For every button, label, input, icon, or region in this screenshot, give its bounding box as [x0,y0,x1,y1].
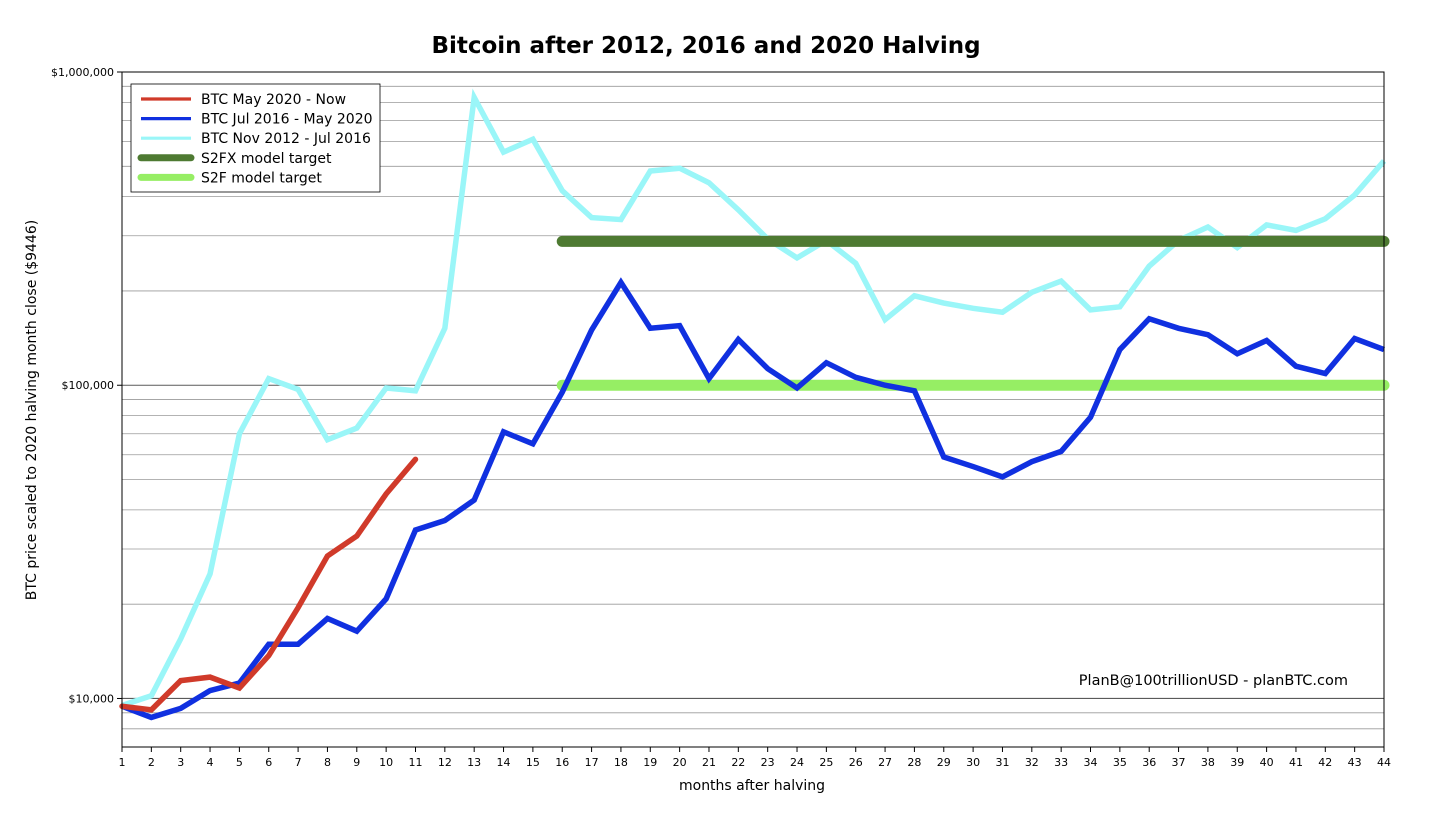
x-tick-label: 7 [295,756,302,769]
legend-label: BTC Jul 2016 - May 2020 [201,112,373,128]
x-tick-label: 39 [1230,756,1244,769]
x-tick-label: 42 [1318,756,1332,769]
x-tick-label: 38 [1201,756,1215,769]
x-tick-label: 31 [995,756,1009,769]
x-tick-label: 4 [207,756,214,769]
x-tick-label: 36 [1142,756,1156,769]
x-axis-label: months after halving [679,778,825,794]
x-tick-label: 2 [148,756,155,769]
x-tick-label: 37 [1172,756,1186,769]
x-tick-label: 5 [236,756,243,769]
x-tick-label: 17 [585,756,599,769]
x-tick-label: 22 [731,756,745,769]
x-tick-label: 25 [819,756,833,769]
x-tick-label: 35 [1113,756,1127,769]
y-tick-label: $10,000 [69,692,115,705]
chart-title: Bitcoin after 2012, 2016 and 2020 Halvin… [431,33,980,59]
x-tick-label: 15 [526,756,540,769]
x-tick-label: 29 [937,756,951,769]
x-axis-ticks: 1 2 3 4 5 6 7 8 9 10 11 12 13 14 15 16 17 18 19 20 21 22 23 24 2… [119,747,1391,769]
legend-label: BTC Nov 2012 - Jul 2016 [201,131,371,147]
legend-entry-btc-2020: BTC May 2020 - Now [141,92,346,108]
plot-frame [121,71,1385,748]
x-tick-label: 1 [119,756,126,769]
legend-label: S2FX model target [201,151,332,167]
x-tick-label: 8 [324,756,331,769]
legend-entry-s2f: S2F model target [137,170,322,186]
x-tick-label: 44 [1377,756,1391,769]
x-tick-label: 3 [177,756,184,769]
legend: BTC May 2020 - Now BTC Jul 2016 - May 202… [130,83,381,193]
y-axis-label: BTC price scaled to 2020 halving month c… [24,220,40,600]
x-tick-label: 32 [1025,756,1039,769]
legend-entry-btc-2012: BTC Nov 2012 - Jul 2016 [141,131,371,147]
x-tick-label: 41 [1289,756,1303,769]
x-tick-label: 6 [265,756,272,769]
legend-label: S2F model target [201,170,322,186]
x-tick-label: 18 [614,756,628,769]
series-btc-2016-line [121,277,1385,721]
x-tick-label: 13 [467,756,481,769]
x-tick-label: 24 [790,756,804,769]
x-tick-label: 10 [379,756,393,769]
series-lines [119,88,1390,721]
x-tick-label: 40 [1260,756,1274,769]
x-tick-label: 27 [878,756,892,769]
x-tick-label: 21 [702,756,716,769]
x-tick-label: 33 [1054,756,1068,769]
x-tick-label: 12 [438,756,452,769]
y-axis-ticks: $10,000 $100,000 $1,000,000 [51,66,122,705]
y-tick-label: $100,000 [62,379,115,392]
x-tick-label: 16 [555,756,569,769]
x-tick-label: 20 [673,756,687,769]
credit-annotation: PlanB@100trillionUSD - planBTC.com [1079,673,1348,689]
x-tick-label: 9 [353,756,360,769]
x-tick-label: 30 [966,756,980,769]
x-tick-label: 34 [1084,756,1098,769]
x-tick-label: 14 [497,756,511,769]
y-tick-label: $1,000,000 [51,66,114,79]
legend-entry-s2fx: S2FX model target [137,151,332,167]
legend-entry-btc-2016: BTC Jul 2016 - May 2020 [141,112,373,128]
x-tick-label: 23 [761,756,775,769]
x-tick-label: 19 [643,756,657,769]
x-tick-label: 11 [408,756,422,769]
series-btc-2020-line [119,456,419,713]
x-tick-label: 28 [907,756,921,769]
x-tick-label: 26 [849,756,863,769]
x-tick-label: 43 [1348,756,1362,769]
legend-label: BTC May 2020 - Now [201,92,346,108]
